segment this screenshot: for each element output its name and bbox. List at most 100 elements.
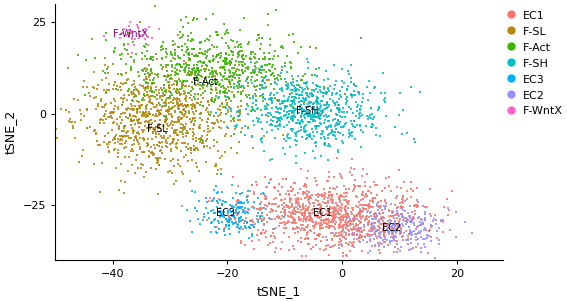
Point: [345, 219, 354, 224]
Point: [287, 87, 296, 92]
Point: [366, 221, 375, 226]
Point: [113, 139, 122, 144]
Point: [94, 104, 103, 109]
Point: [255, 68, 264, 73]
Point: [368, 124, 377, 129]
Point: [322, 100, 331, 105]
Point: [247, 232, 256, 237]
Point: [226, 38, 235, 43]
Point: [418, 220, 427, 225]
Point: [176, 125, 185, 130]
Point: [172, 89, 181, 94]
Point: [175, 98, 184, 103]
Point: [274, 116, 284, 121]
Point: [174, 115, 183, 120]
Point: [340, 219, 349, 224]
Point: [205, 215, 214, 220]
Point: [266, 122, 276, 127]
Point: [310, 110, 319, 115]
Point: [303, 112, 312, 117]
Point: [226, 232, 235, 236]
Point: [402, 220, 411, 225]
Point: [301, 82, 310, 87]
Point: [204, 38, 213, 43]
Point: [171, 70, 180, 75]
Point: [233, 183, 242, 188]
Point: [329, 210, 338, 215]
Point: [176, 130, 185, 135]
Point: [306, 217, 315, 222]
Point: [222, 223, 231, 228]
Point: [173, 72, 182, 77]
Point: [156, 140, 165, 145]
Point: [265, 240, 274, 245]
Point: [304, 134, 314, 139]
Point: [274, 182, 284, 186]
Point: [260, 230, 269, 235]
Point: [221, 40, 230, 45]
Point: [149, 81, 158, 85]
Point: [287, 212, 296, 217]
Point: [223, 94, 232, 99]
Point: [137, 84, 146, 89]
Point: [259, 148, 268, 153]
Point: [180, 113, 189, 117]
Point: [177, 103, 186, 108]
Point: [263, 185, 272, 189]
Point: [406, 220, 415, 225]
Point: [209, 198, 218, 202]
Point: [287, 214, 297, 219]
Point: [238, 83, 247, 88]
Point: [191, 145, 200, 150]
Point: [146, 117, 155, 122]
Point: [224, 108, 233, 113]
Point: [140, 150, 149, 155]
Point: [100, 102, 109, 107]
Point: [118, 52, 127, 56]
Point: [230, 94, 239, 99]
Point: [251, 52, 260, 56]
Point: [378, 226, 387, 231]
Point: [221, 32, 230, 37]
Point: [308, 106, 318, 111]
Point: [213, 53, 222, 58]
Point: [178, 104, 187, 109]
Point: [316, 113, 325, 118]
Point: [169, 123, 178, 128]
Point: [93, 143, 102, 147]
Point: [355, 116, 364, 120]
Point: [299, 125, 308, 130]
Point: [304, 95, 313, 100]
Point: [304, 213, 314, 218]
Point: [410, 140, 419, 145]
Point: [187, 151, 196, 156]
Point: [135, 20, 144, 24]
Point: [263, 130, 272, 135]
Point: [289, 105, 298, 110]
Point: [274, 77, 283, 82]
Point: [156, 147, 165, 152]
Point: [125, 87, 134, 92]
Point: [386, 214, 395, 219]
Point: [241, 123, 250, 128]
Point: [291, 209, 300, 214]
Point: [215, 220, 224, 225]
Point: [209, 12, 218, 17]
Point: [176, 35, 185, 40]
Point: [217, 210, 226, 215]
Point: [296, 122, 305, 127]
Point: [225, 217, 234, 222]
Point: [286, 91, 295, 96]
Point: [299, 219, 308, 223]
Point: [293, 200, 302, 204]
Point: [354, 183, 363, 188]
Point: [365, 79, 374, 84]
Point: [194, 50, 204, 55]
Point: [225, 88, 234, 93]
Point: [263, 203, 272, 208]
Point: [151, 52, 160, 56]
Point: [172, 91, 181, 95]
Point: [371, 228, 380, 233]
Point: [202, 205, 211, 210]
Point: [329, 233, 338, 238]
